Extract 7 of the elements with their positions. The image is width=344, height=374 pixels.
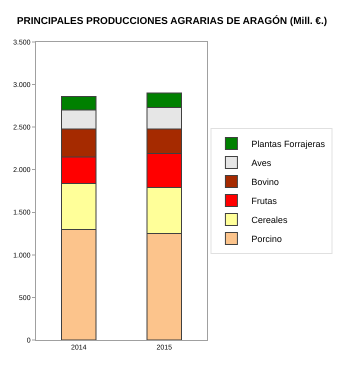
chart-title: PRINCIPALES PRODUCCIONES AGRARIAS DE ARAGÓN (Mill. €.) — [16, 14, 328, 27]
legend-label: Bovino — [251, 177, 279, 188]
legend-label: Aves — [251, 158, 272, 168]
legend-label: Frutas — [251, 196, 278, 206]
legend-label: Porcino — [251, 234, 282, 244]
legend-label: Cereales — [251, 215, 288, 226]
legend-label: Plantas Forrajeras — [251, 139, 326, 150]
